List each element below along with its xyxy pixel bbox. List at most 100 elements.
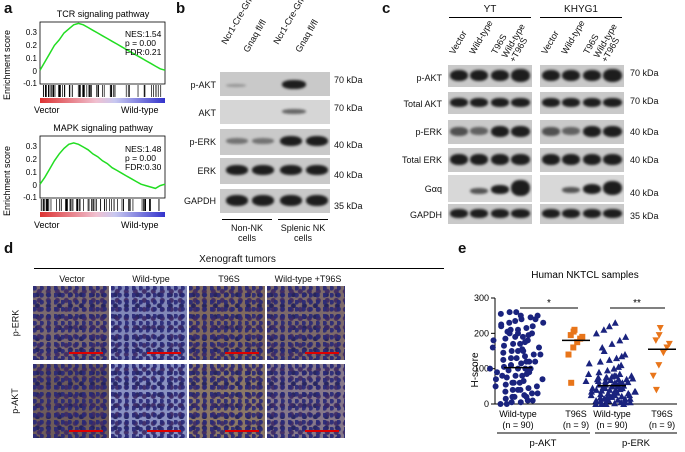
c-khyg1-blot <box>540 120 624 144</box>
gsea-rankbar-1 <box>40 98 165 103</box>
e-data-point <box>655 362 663 369</box>
b-row-label: AKT <box>198 108 216 118</box>
gsea-frame-1 <box>39 21 166 85</box>
c-marker: 70 kDa <box>630 96 659 106</box>
e-data-point <box>600 326 608 333</box>
e-data-point <box>621 395 629 402</box>
gsea-right-label-1: Wild-type <box>121 105 159 115</box>
e-data-point <box>529 330 535 337</box>
e-xlabel: Wild-type <box>593 409 631 419</box>
gsea-fdr-1: FDR:0.21 <box>125 47 162 57</box>
e-data-point <box>598 387 606 394</box>
ihc-image <box>111 364 187 438</box>
e-data-point <box>540 319 547 326</box>
e-data-point <box>592 396 600 404</box>
gsea-ytick: 0.3 <box>26 142 38 151</box>
e-sig-1: * <box>547 298 551 309</box>
e-data-point <box>611 391 619 399</box>
e-data-point <box>510 340 517 347</box>
e-data-point <box>608 340 616 347</box>
e-data-point <box>522 365 529 372</box>
e-data-point <box>616 336 624 344</box>
panel-label-d: d <box>4 240 14 257</box>
b-blot-pakt <box>220 72 330 96</box>
b-col-header: Gnaq fl/fl <box>241 17 269 55</box>
e-xlabel: Wild-type <box>499 409 537 419</box>
e-data-point <box>618 392 626 400</box>
ihc-image <box>33 286 109 360</box>
e-data-point <box>624 389 632 397</box>
panel-label-e: e <box>458 240 467 257</box>
e-data-point <box>529 390 535 397</box>
e-data-point <box>621 351 629 358</box>
e-data-point <box>589 384 596 392</box>
e-data-point <box>532 358 539 365</box>
c-khyg1-blot <box>540 175 624 202</box>
b-marker: 35 kDa <box>334 201 363 211</box>
e-data-point <box>571 326 578 333</box>
panel-label-b: b <box>176 0 186 17</box>
e-data-point <box>601 384 609 392</box>
e-xlabel-n: (n = 9) <box>563 420 589 430</box>
e-data-point <box>614 396 622 403</box>
e-data-point <box>487 365 493 372</box>
c-cell-line-line <box>540 17 622 18</box>
e-data-point <box>525 385 532 392</box>
e-ticks: 0 100 200 300 <box>474 293 495 409</box>
e-data-point <box>568 379 575 386</box>
ihc-image <box>267 286 345 360</box>
d-row-label: p-ERK <box>10 309 21 337</box>
e-data-point <box>613 354 621 362</box>
c-marker: 35 kDa <box>630 211 659 221</box>
e-data-point <box>523 393 530 400</box>
e-data-point <box>506 319 513 326</box>
e-data-point <box>600 347 608 354</box>
gsea-title-2: MAPK signaling pathway <box>53 123 153 133</box>
b-marker: 40 kDa <box>334 170 363 180</box>
gsea-ytick: 0.1 <box>26 168 38 177</box>
e-data-point <box>588 388 596 395</box>
e-data-point <box>605 356 613 363</box>
e-ytick-label: 100 <box>474 364 489 374</box>
c-yt-blot <box>448 148 532 172</box>
gsea-title-1: TCR signaling pathway <box>57 9 150 19</box>
e-data-point <box>610 372 618 379</box>
e-data-point <box>623 375 631 383</box>
e-xlabel: T96S <box>565 409 587 419</box>
e-data-point <box>527 365 534 372</box>
e-data-point <box>499 372 506 379</box>
e-data-point <box>523 358 530 365</box>
b-row-label: GAPDH <box>183 196 216 206</box>
e-data-point <box>626 395 634 402</box>
ihc-image <box>111 286 187 360</box>
c-khyg1-blot <box>540 92 624 114</box>
e-data-point <box>579 333 586 340</box>
ihc-image <box>189 364 265 438</box>
e-data-point <box>605 322 613 330</box>
c-khyg1-blot <box>540 65 624 87</box>
gsea-ytick: 0 <box>33 181 38 190</box>
e-data-point <box>618 352 626 360</box>
gsea-es-line-2 <box>39 142 166 190</box>
b-blot-erk <box>220 158 330 184</box>
gsea-frame-2 <box>39 135 166 199</box>
e-data-point <box>652 337 660 344</box>
e-data-point <box>509 386 516 393</box>
e-data-point <box>508 399 515 406</box>
e-data-point <box>502 388 509 395</box>
e-data-point <box>517 399 524 406</box>
e-data-point <box>610 365 618 372</box>
e-group-label: p-ERK <box>622 438 651 449</box>
e-data-point <box>513 355 520 362</box>
e-data-point <box>582 377 590 385</box>
e-data-point <box>631 388 639 395</box>
e-ytick-label: 200 <box>474 328 489 338</box>
e-data-point <box>527 314 534 321</box>
e-data-point <box>587 391 595 399</box>
c-marker: 70 kDa <box>630 68 659 78</box>
e-data-point <box>511 393 518 400</box>
gsea-ytick: -0.1 <box>23 193 37 202</box>
e-data-point <box>600 395 608 402</box>
e-data-point <box>567 332 574 339</box>
e-data-point <box>611 319 619 326</box>
